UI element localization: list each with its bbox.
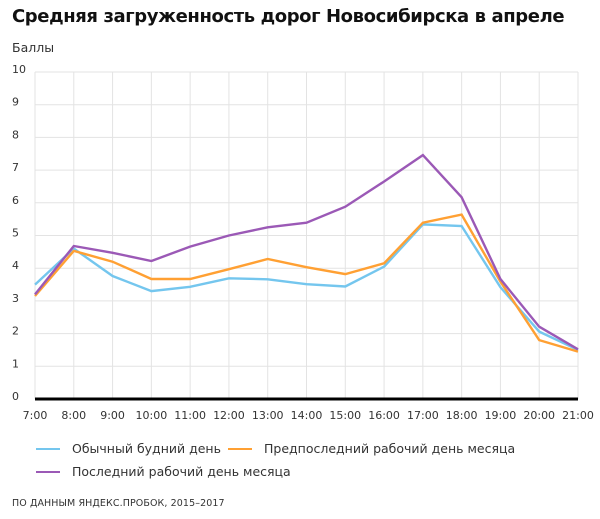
x-tick-label: 8:00 — [61, 409, 86, 422]
x-tick-label: 7:00 — [23, 409, 48, 422]
series-lines — [34, 153, 579, 353]
chart-grid — [34, 71, 579, 399]
y-tick-label: 2 — [12, 325, 19, 338]
chart-title: Средняя загруженность дорог Новосибирска… — [12, 6, 565, 27]
legend-swatch-blue — [36, 447, 60, 450]
x-tick-label: 20:00 — [523, 409, 555, 422]
y-tick-label: 3 — [12, 292, 19, 305]
x-tick-label: 14:00 — [291, 409, 323, 422]
legend-label: Обычный будний день — [72, 441, 221, 456]
y-tick-label: 1 — [12, 357, 19, 370]
legend-item-last-workday[interactable]: Последний рабочий день месяца — [36, 464, 291, 479]
y-tick-label: 0 — [12, 390, 19, 403]
x-tick-label: 19:00 — [485, 409, 517, 422]
data-source-note: ПО ДАННЫМ ЯНДЕКС.ПРОБОК, 2015–2017 — [12, 498, 225, 509]
x-tick-label: 15:00 — [329, 409, 361, 422]
series-line — [34, 153, 579, 351]
x-axis-ticks: 7:00 8:00 9:00 10:00 11:00 12:00 13:00 14:00 15:… — [23, 409, 594, 422]
y-tick-label: 10 — [12, 63, 26, 76]
legend-swatch-orange — [228, 447, 252, 450]
y-tick-label: 9 — [12, 96, 19, 109]
x-tick-label: 18:00 — [446, 409, 478, 422]
legend-label: Последний рабочий день месяца — [72, 464, 291, 479]
x-tick-label: 21:00 — [562, 409, 594, 422]
y-axis-unit-label: Баллы — [12, 40, 55, 55]
legend-label: Предпоследний рабочий день месяца — [264, 441, 516, 456]
x-tick-label: 11:00 — [174, 409, 206, 422]
series-line — [34, 223, 579, 351]
legend-swatch-purple — [36, 470, 60, 473]
x-tick-label: 16:00 — [368, 409, 400, 422]
x-tick-label: 12:00 — [213, 409, 245, 422]
series-line — [34, 213, 579, 353]
x-tick-label: 10:00 — [136, 409, 168, 422]
x-tick-label: 9:00 — [100, 409, 125, 422]
line-chart: 0 1 2 3 4 5 6 7 8 9 10 7:00 8:00 9:00 10:00 11:00 12:00… — [12, 63, 594, 422]
y-axis-ticks: 0 1 2 3 4 5 6 7 8 9 10 — [12, 63, 26, 403]
y-tick-label: 8 — [12, 128, 19, 141]
y-tick-label: 4 — [12, 259, 19, 272]
x-tick-label: 13:00 — [252, 409, 284, 422]
y-tick-label: 5 — [12, 227, 19, 240]
y-tick-label: 7 — [12, 161, 19, 174]
legend-item-regular-weekday[interactable]: Обычный будний день — [36, 441, 221, 456]
x-tick-label: 17:00 — [407, 409, 439, 422]
chart-legend: Обычный будний день Предпоследний рабочи… — [0, 438, 600, 488]
y-tick-label: 6 — [12, 194, 19, 207]
legend-item-penultimate-workday[interactable]: Предпоследний рабочий день месяца — [228, 441, 515, 456]
